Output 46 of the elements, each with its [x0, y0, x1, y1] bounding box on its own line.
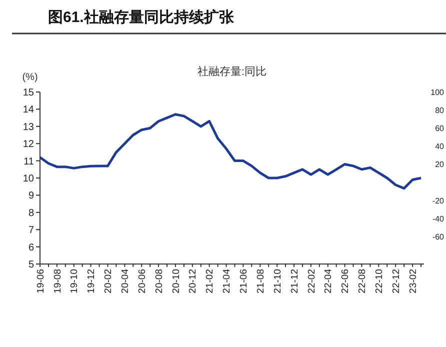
x-tick-label: 22-04	[323, 269, 334, 294]
x-tick-label: 21-08	[255, 269, 266, 294]
x-tick-label: 22-02	[306, 269, 318, 294]
y2-tick-label: -20	[432, 196, 445, 206]
x-tick-label: 20-12	[188, 269, 199, 294]
y-tick-label: 8	[28, 208, 34, 219]
y2-tick-label: -40	[432, 214, 445, 224]
x-tick-label: 22-12	[390, 269, 402, 294]
y2-tick-label: 60	[435, 124, 445, 134]
x-tick-label: 19-10	[69, 269, 80, 294]
chart-title: 图61.社融存量同比持续扩张	[48, 8, 235, 26]
x-tick-label: 21-02	[204, 269, 216, 294]
y2-tick-label: 20	[435, 160, 445, 170]
y-tick-label: 6	[28, 242, 34, 254]
x-tick-label: 22-10	[374, 269, 385, 294]
line-series	[38, 113, 422, 190]
y-axis-title: (%)	[22, 72, 38, 83]
y-tick-label: 5	[28, 260, 34, 270]
y-tick-label: 10	[22, 174, 34, 184]
y-tick-label: 11	[24, 156, 34, 168]
y2-tick-label: 80	[435, 106, 445, 115]
y-tick-label: 12	[22, 139, 34, 150]
x-tick-label: 19-06	[35, 269, 46, 294]
x-tick-label: 19-08	[52, 269, 64, 294]
y-tick-label: 14	[22, 104, 34, 116]
y-tick-label: 15	[22, 88, 34, 98]
x-tick-label: 20-02	[103, 269, 114, 294]
y-tick-label: 7	[28, 225, 34, 236]
x-tick-label: 20-08	[154, 269, 165, 294]
x-tick-label: 23-02	[408, 269, 419, 294]
x-tick-label: 22-06	[340, 269, 352, 294]
y2-tick-label: 40	[435, 142, 445, 152]
chart-subtitle: 社融存量:同比	[197, 65, 267, 78]
x-tick-label: 21-06	[238, 269, 250, 294]
x-tick-label: 21-10	[272, 269, 284, 294]
y-tick-label: 13	[22, 122, 34, 133]
x-tick-label: 21-12	[289, 269, 300, 294]
x-tick-label: 20-04	[120, 269, 131, 294]
x-tick-label: 20-10	[170, 269, 182, 294]
y-tick-label: 9	[28, 190, 34, 202]
y2-tick-label: 100	[430, 88, 445, 97]
x-tick-label: 22-08	[357, 269, 368, 294]
y2-tick-label: -60	[432, 232, 445, 242]
x-tick-label: 21-04	[222, 269, 233, 294]
x-tick-label: 20-06	[136, 269, 148, 294]
x-tick-label: 19-12	[86, 269, 98, 294]
